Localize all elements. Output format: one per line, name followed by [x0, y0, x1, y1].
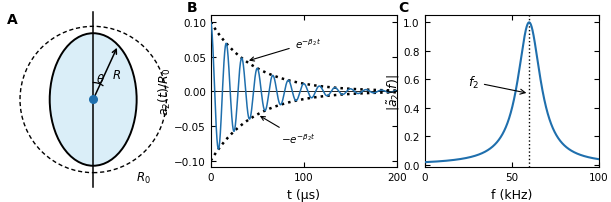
Text: $f_2$: $f_2$	[468, 75, 525, 95]
Text: $\theta$: $\theta$	[97, 73, 105, 85]
Y-axis label: $|\tilde{a}_2(f)|$: $|\tilde{a}_2(f)|$	[386, 74, 402, 110]
X-axis label: t (μs): t (μs)	[287, 188, 321, 201]
Y-axis label: $a_2(t)/R_0$: $a_2(t)/R_0$	[156, 68, 173, 116]
Text: $e^{-\beta_2 t}$: $e^{-\beta_2 t}$	[250, 37, 321, 62]
Text: $R$: $R$	[112, 69, 121, 82]
Text: C: C	[398, 1, 409, 15]
X-axis label: f (kHz): f (kHz)	[491, 188, 532, 201]
Text: B: B	[186, 1, 197, 15]
Text: $-e^{-\beta_2 t}$: $-e^{-\beta_2 t}$	[261, 117, 315, 146]
Text: $R_0$: $R_0$	[136, 170, 150, 185]
Text: A: A	[7, 13, 18, 27]
Ellipse shape	[49, 34, 137, 166]
